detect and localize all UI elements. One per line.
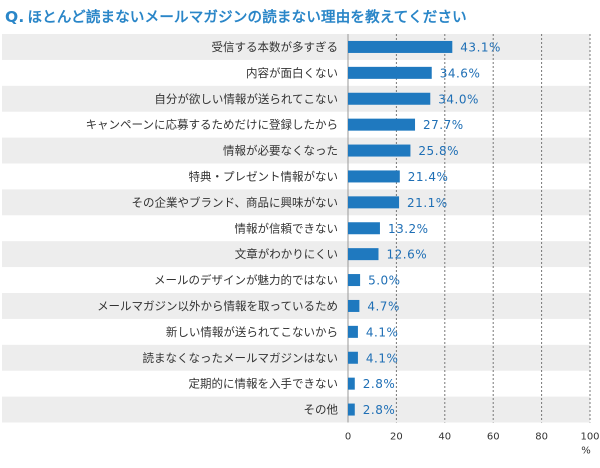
- bar: [348, 274, 361, 287]
- category-label: キャンペーンに応募するためだけに登録したから: [86, 118, 338, 132]
- row-stripe: [2, 293, 590, 319]
- question-text: ほとんど読まないメールマガジンの読まない理由を教えてください: [27, 10, 467, 26]
- bar: [348, 248, 379, 261]
- bar: [348, 66, 432, 79]
- chart-title: Q. ほとんど読まないメールマガジンの読まない理由を教えてください: [5, 6, 467, 26]
- row-stripes: [2, 34, 590, 423]
- value-label: 21.4%: [408, 170, 449, 184]
- bar: [348, 325, 358, 338]
- bar: [348, 144, 411, 157]
- bar: [348, 118, 416, 131]
- category-labels: 受信する本数が多すぎる内容が面白くない自分が欲しい情報が送られてこないキャンペー…: [86, 40, 339, 417]
- value-label: 13.2%: [388, 222, 429, 236]
- value-label: 4.7%: [367, 299, 400, 313]
- category-label: 自分が欲しい情報が送られてこない: [154, 92, 338, 106]
- category-label: 内容が面白くない: [246, 66, 338, 80]
- bars: [348, 40, 453, 416]
- row-stripe: [2, 85, 590, 112]
- category-label: 読まなくなったメールマガジンはない: [143, 351, 339, 365]
- bar: [348, 299, 360, 312]
- x-tick-label: 40: [438, 432, 451, 443]
- row-stripe: [2, 189, 590, 216]
- category-label: 情報が信頼できない: [235, 221, 339, 235]
- x-tick-labels: 0 20 40 60 80 100: [345, 432, 600, 443]
- category-label: 文章がわかりにくい: [235, 247, 338, 261]
- value-label: 4.1%: [366, 351, 399, 365]
- x-tick-label: 100: [580, 432, 599, 443]
- bar: [348, 92, 431, 105]
- row-stripe: [2, 241, 590, 268]
- category-label: メールマガジン以外から情報を取っているため: [97, 299, 338, 313]
- x-tick-label: 80: [535, 432, 548, 443]
- category-label: 新しい情報が送られてこないから: [166, 325, 338, 339]
- value-label: 43.1%: [460, 40, 501, 54]
- bar: [348, 351, 358, 364]
- x-tick-label: 0: [345, 432, 351, 443]
- category-label: 情報が必要なくなった: [223, 144, 338, 158]
- bar: [348, 222, 380, 235]
- value-labels: 43.1% 34.6% 34.0% 27.7% 25.8% 21.4% 21.1% 13.2%…: [363, 40, 501, 417]
- row-stripe: [2, 396, 590, 423]
- value-label: 34.6%: [440, 66, 481, 80]
- row-stripe: [2, 137, 590, 164]
- bar: [348, 170, 400, 183]
- x-tick-label: 20: [390, 432, 403, 443]
- value-label: 5.0%: [368, 274, 401, 288]
- value-label: 34.0%: [438, 92, 479, 106]
- value-label: 25.8%: [418, 144, 459, 158]
- category-label: 定期的に情報を入手できない: [189, 377, 339, 391]
- value-label: 2.8%: [363, 403, 396, 417]
- value-label: 4.1%: [366, 325, 399, 339]
- row-stripe: [2, 34, 590, 60]
- x-tick-label: 60: [487, 432, 500, 443]
- x-unit-label: %: [581, 446, 591, 457]
- value-label: 12.6%: [386, 248, 427, 262]
- bar: [348, 377, 355, 390]
- value-label: 27.7%: [423, 118, 464, 132]
- category-label: メールのデザインが魅力的ではない: [154, 273, 338, 287]
- bar: [348, 403, 355, 416]
- category-label: 特典・プレゼント情報がない: [189, 169, 339, 183]
- category-label: その企業やブランド、商品に興味がない: [131, 195, 338, 209]
- category-label: その他: [304, 403, 339, 417]
- bar: [348, 40, 453, 53]
- question-prefix: Q.: [5, 8, 25, 26]
- category-label: 受信する本数が多すぎる: [212, 40, 339, 54]
- row-stripe: [2, 344, 590, 371]
- bar: [348, 196, 400, 209]
- value-label: 2.8%: [363, 377, 396, 391]
- value-label: 21.1%: [407, 196, 448, 210]
